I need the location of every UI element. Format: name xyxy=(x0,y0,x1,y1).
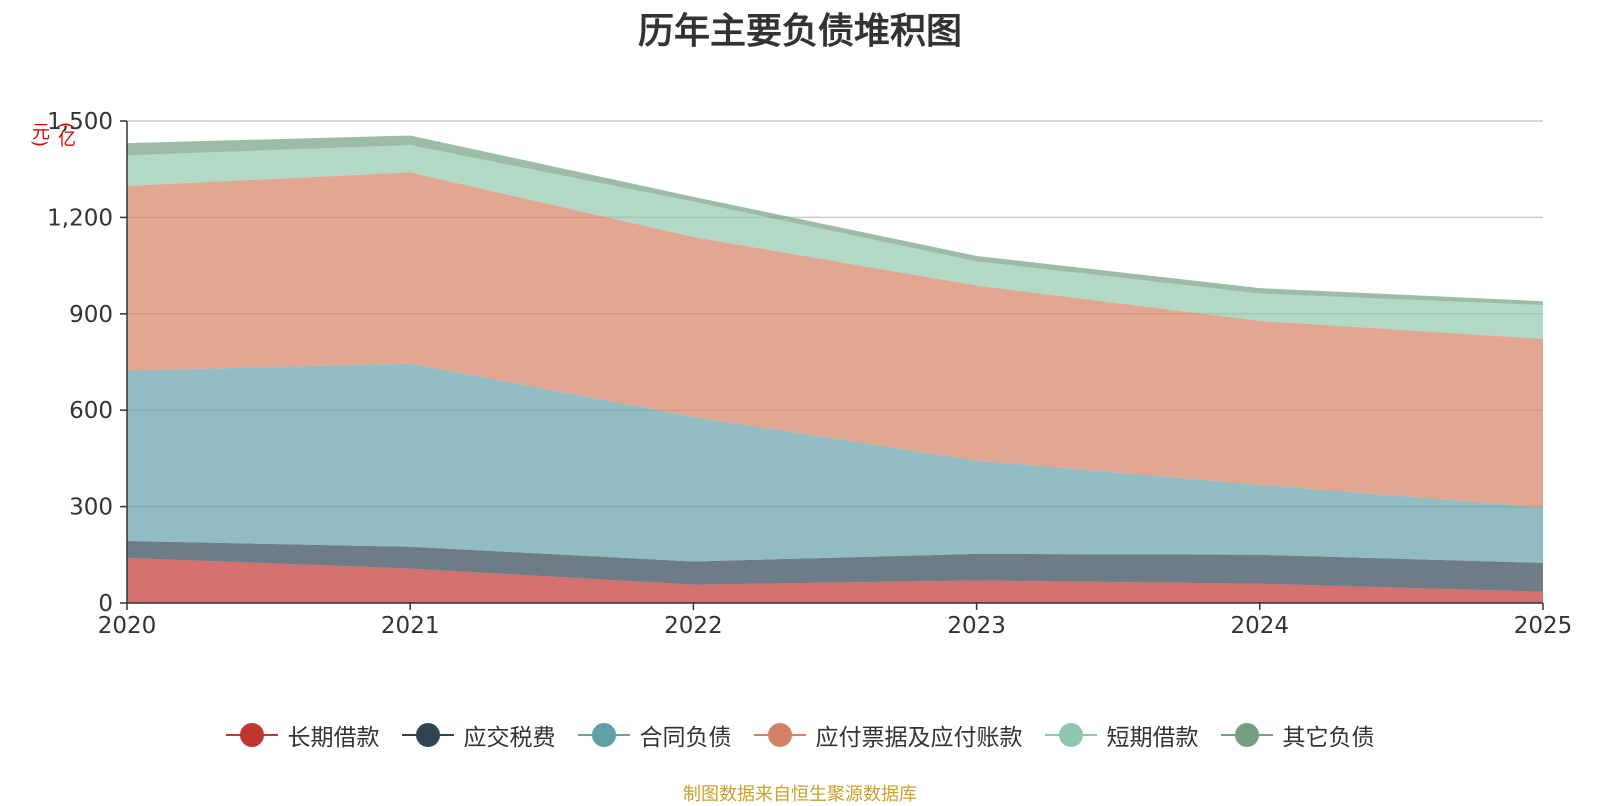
legend-swatch-1 xyxy=(401,722,454,748)
plot-area: 0 300 600 900 1,200 1,500 2020 2021 2022 2023 2024… xyxy=(47,109,1573,639)
legend: 长期借款 应交税费 合同负债 应付票据及应付账款 短期借款 其它负债 xyxy=(0,718,1600,752)
legend-swatch-4 xyxy=(1044,722,1097,748)
x-tick-label-0: 2020 xyxy=(98,613,157,639)
x-tick-label-1: 2021 xyxy=(381,613,440,639)
x-tick-label-2: 2022 xyxy=(664,613,723,639)
legend-swatch-2 xyxy=(577,722,630,748)
legend-item-3[interactable]: 应付票据及应付账款 xyxy=(753,718,1023,752)
area-series-4 xyxy=(127,145,1543,339)
legend-item-4[interactable]: 短期借款 xyxy=(1044,718,1199,752)
area-series-1 xyxy=(127,540,1543,592)
legend-label-5: 其它负债 xyxy=(1282,725,1375,751)
legend-swatch-5 xyxy=(1220,722,1273,748)
legend-label-0: 长期借款 xyxy=(287,725,380,751)
area-series-0 xyxy=(127,558,1543,603)
y-tick-label-1: 300 xyxy=(69,495,113,521)
y-tick-label-2: 600 xyxy=(69,398,113,424)
y-tick-label-5: 1,500 xyxy=(47,109,113,135)
x-tick-label-5: 2025 xyxy=(1514,613,1573,639)
x-tick-label-4: 2024 xyxy=(1231,613,1290,639)
y-tick-label-3: 900 xyxy=(69,302,113,328)
legend-label-3: 应付票据及应付账款 xyxy=(815,725,1023,751)
area-series-2 xyxy=(127,363,1543,563)
legend-label-4: 短期借款 xyxy=(1106,725,1199,751)
legend-item-5[interactable]: 其它负债 xyxy=(1220,718,1375,752)
legend-item-0[interactable]: 长期借款 xyxy=(225,718,380,752)
legend-swatch-3 xyxy=(753,722,806,748)
source-note: 制图数据来自恒生聚源数据库 xyxy=(683,784,917,805)
legend-item-1[interactable]: 应交税费 xyxy=(401,718,556,752)
chart-title: 历年主要负债堆积图 xyxy=(637,11,962,52)
unit-label: (亿元) xyxy=(29,122,76,148)
legend-label-1: 应交税费 xyxy=(463,725,556,751)
legend-label-2: 合同负债 xyxy=(639,725,732,751)
area-series-3 xyxy=(127,172,1543,508)
y-tick-label-4: 1,200 xyxy=(47,205,113,231)
legend-item-2[interactable]: 合同负债 xyxy=(577,718,732,752)
y-tick-label-0: 0 xyxy=(98,591,113,617)
legend-swatch-0 xyxy=(225,722,278,748)
x-tick-label-3: 2023 xyxy=(947,613,1006,639)
